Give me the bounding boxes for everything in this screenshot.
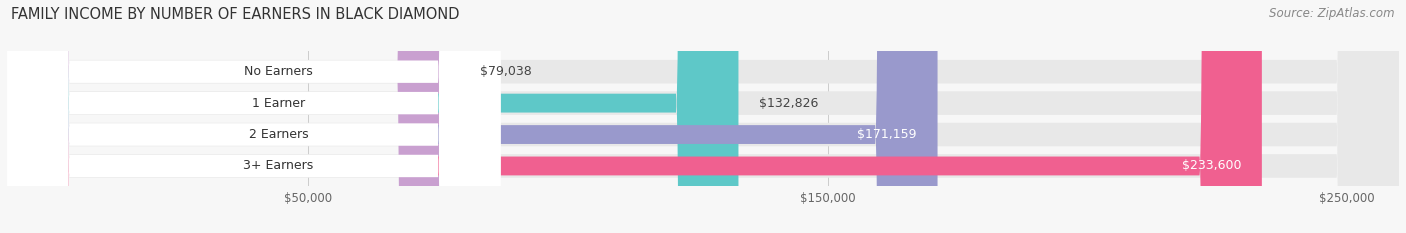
- Text: $233,600: $233,600: [1181, 159, 1241, 172]
- FancyBboxPatch shape: [7, 0, 1399, 233]
- FancyBboxPatch shape: [7, 0, 738, 233]
- Text: No Earners: No Earners: [245, 65, 312, 78]
- Text: $79,038: $79,038: [479, 65, 531, 78]
- Text: 1 Earner: 1 Earner: [252, 97, 305, 110]
- Text: 3+ Earners: 3+ Earners: [243, 159, 314, 172]
- Text: Source: ZipAtlas.com: Source: ZipAtlas.com: [1270, 7, 1395, 20]
- FancyBboxPatch shape: [7, 0, 501, 233]
- Text: FAMILY INCOME BY NUMBER OF EARNERS IN BLACK DIAMOND: FAMILY INCOME BY NUMBER OF EARNERS IN BL…: [11, 7, 460, 22]
- FancyBboxPatch shape: [7, 0, 501, 233]
- FancyBboxPatch shape: [7, 0, 1399, 233]
- FancyBboxPatch shape: [7, 0, 501, 233]
- FancyBboxPatch shape: [7, 0, 501, 233]
- FancyBboxPatch shape: [7, 0, 1399, 233]
- FancyBboxPatch shape: [7, 0, 1261, 233]
- FancyBboxPatch shape: [7, 0, 1399, 233]
- FancyBboxPatch shape: [7, 0, 460, 233]
- FancyBboxPatch shape: [7, 0, 938, 233]
- Text: $171,159: $171,159: [858, 128, 917, 141]
- Text: $132,826: $132,826: [759, 97, 818, 110]
- Text: 2 Earners: 2 Earners: [249, 128, 308, 141]
